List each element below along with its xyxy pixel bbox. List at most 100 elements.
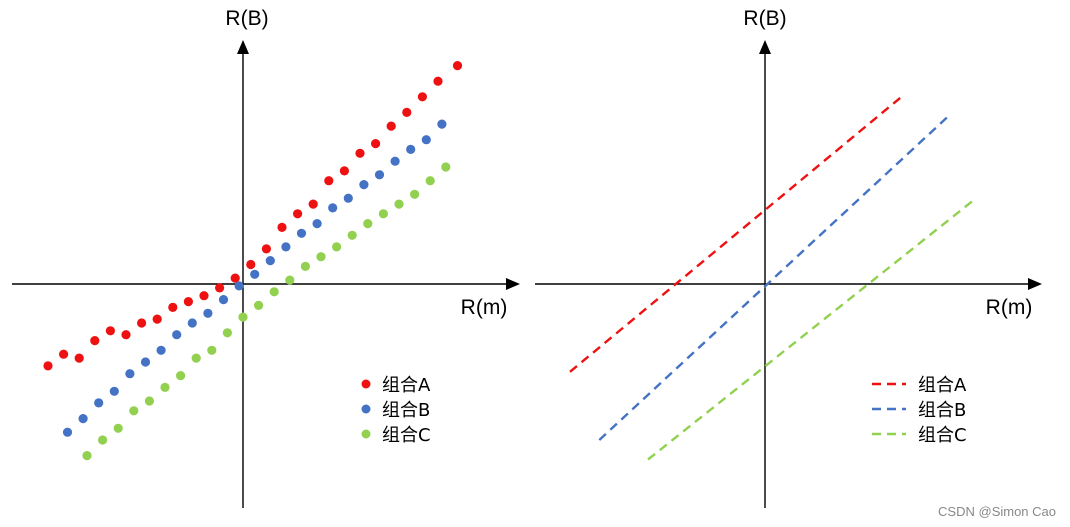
scatter-point-c [378,209,388,219]
scatter-point-a [355,148,365,158]
line-legend-label-b: 组合B [918,400,966,421]
legend-label-c: 组合C [382,425,431,446]
scatter-point-b [250,269,260,279]
scatter-point-b [343,193,353,203]
scatter-point-b [421,135,431,145]
scatter-x-label: R(m) [461,296,508,319]
line-legend: 组合A 组合B 组合C [872,375,967,446]
legend-item-c: 组合C [361,425,431,446]
scatter-point-b [218,295,229,305]
scatter-point-c [144,396,154,406]
line-legend-item-a: 组合A [872,375,967,396]
scatter-point-c [410,189,420,199]
scatter-point-c [222,328,232,338]
scatter-point-b [265,256,275,266]
scatter-point-a [386,121,396,131]
scatter-point-c [347,230,357,240]
scatter-point-c [300,261,310,271]
scatter-point-c [129,406,139,416]
scatter-point-a [324,176,334,186]
scatter-point-a [293,209,303,219]
line-legend-label-a: 组合A [918,375,967,396]
scatter-point-b [359,180,369,190]
scatter-point-c [425,176,435,186]
scatter-point-c [316,252,326,262]
scatter-point-b [296,228,307,238]
scatter-point-b [390,156,400,166]
scatter-point-a [417,92,427,102]
line-series-a [569,95,903,373]
scatter-point-a [452,61,463,71]
scatter-point-a [371,139,381,149]
scatter-point-b [109,386,119,396]
scatter-point-a [261,244,271,254]
line-y-label: R(B) [743,7,786,30]
scatter-point-b [281,242,291,252]
scatter-point-c [254,300,264,310]
scatter-point-c [332,242,342,252]
scatter-point-a [105,326,115,336]
scatter-point-a [74,353,84,363]
scatter-point-c [82,451,92,461]
scatter-point-a [59,349,69,359]
line-legend-label-c: 组合C [918,425,967,446]
scatter-point-c [207,345,217,355]
line-y-arrow [759,40,771,54]
scatter-points [43,61,463,461]
scatter-point-c [269,287,279,297]
scatter-point-c [191,353,201,363]
scatter-point-b [437,119,447,129]
legend-dot-c [361,429,371,439]
line-panel: R(B) R(m) 组合A 组合B 组合C [535,7,1042,508]
scatter-point-a [121,330,131,340]
scatter-point-b [172,330,182,340]
scatter-point-a [246,259,256,270]
scatter-point-c [394,199,404,209]
scatter-point-a [215,283,225,293]
scatter-point-c [441,162,451,172]
scatter-point-c [238,312,248,322]
legend-label-a: 组合A [382,375,431,396]
legend-label-b: 组合B [382,400,430,421]
watermark: CSDN @Simon Cao [938,504,1056,519]
scatter-legend: 组合A 组合B 组合C [361,375,431,446]
scatter-x-arrow [506,278,520,290]
line-x-arrow [1028,278,1042,290]
line-legend-item-b: 组合B [872,400,966,421]
legend-item-b: 组合B [361,400,430,421]
scatter-point-b [94,398,104,408]
scatter-point-a [90,336,100,346]
scatter-point-b [406,144,416,154]
scatter-point-b [234,281,244,291]
scatter-point-a [137,318,147,328]
scatter-point-a [199,291,209,301]
scatter-point-b [140,357,151,367]
scatter-point-b [62,427,73,437]
scatter-point-c [285,275,295,285]
line-series-c [647,199,975,461]
scatter-point-b [156,345,166,355]
scatter-panel: R(B) R(m) 组合A 组合B 组合C [12,7,520,508]
scatter-point-b [187,318,197,328]
legend-item-a: 组合A [361,375,431,396]
scatter-point-a [43,361,53,371]
scatter-point-c [363,219,373,229]
scatter-point-a [308,199,318,209]
scatter-point-a [168,302,178,312]
scatter-point-c [176,371,186,381]
line-x-label: R(m) [986,296,1033,319]
scatter-point-b [125,369,135,379]
scatter-point-a [433,76,443,86]
scatter-y-label: R(B) [225,7,268,30]
scatter-point-c [98,435,108,445]
line-legend-item-c: 组合C [872,425,967,446]
scatter-point-b [328,203,338,213]
scatter-point-c [113,423,123,433]
scatter-point-b [203,308,213,318]
scatter-point-b [374,170,385,180]
scatter-point-c [160,382,170,392]
scatter-point-a [152,314,162,324]
scatter-y-arrow [237,40,249,54]
scatter-point-a [183,297,193,307]
